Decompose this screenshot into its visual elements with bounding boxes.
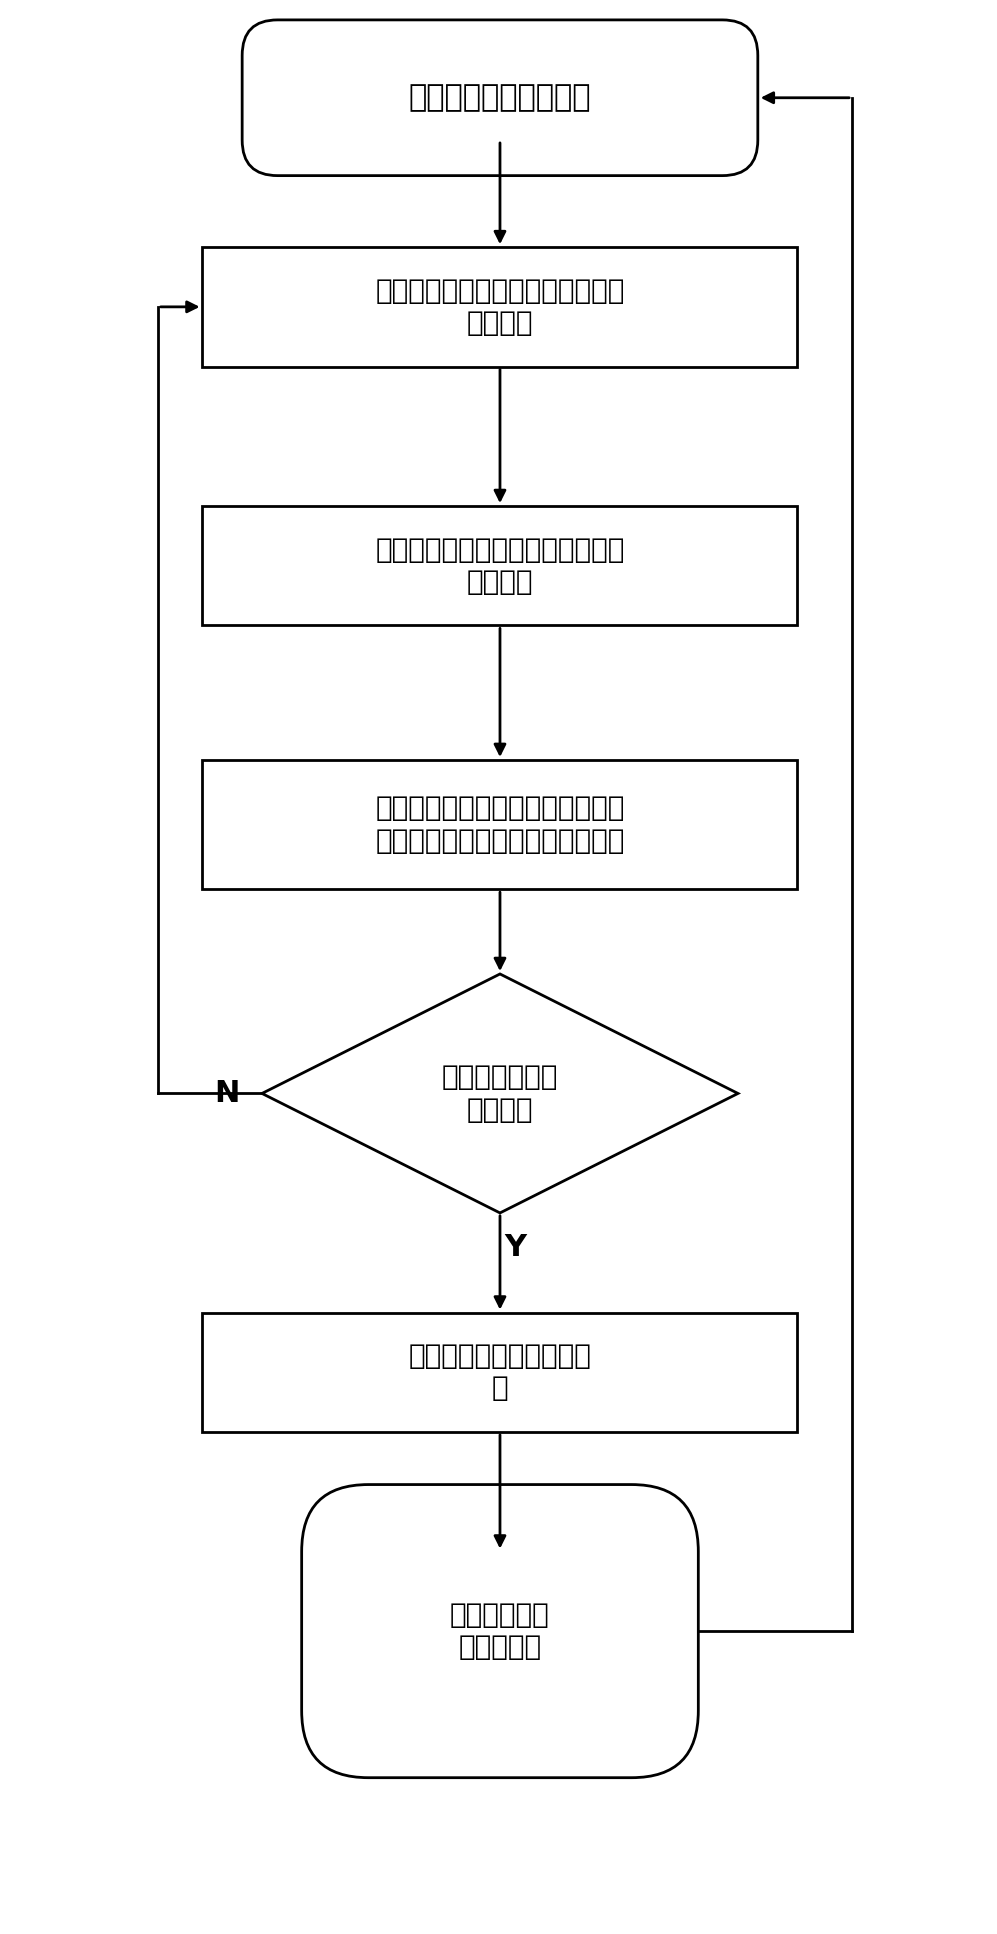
Bar [202,760,798,890]
Text: Y: Y [503,1234,525,1263]
Text: 迭代算法进行模型求解优化排档方
案并指泊船舶分组进闸顺序及泊号: 迭代算法进行模型求解优化排档方 案并指泊船舶分组进闸顺序及泊号 [375,795,625,855]
Text: 根据闸次计划及相关信息建立二次
排档模型: 根据闸次计划及相关信息建立二次 排档模型 [375,536,625,596]
Text: N: N [214,1079,240,1108]
FancyBboxPatch shape [302,1485,698,1777]
Text: 按照指定时间、顺序和泊位号在靠
船墩待闸: 按照指定时间、顺序和泊位号在靠 船墩待闸 [375,277,625,337]
FancyBboxPatch shape [242,19,758,176]
Bar [202,507,798,625]
Text: 下一闸次靠船
墩循环待闸: 下一闸次靠船 墩循环待闸 [450,1601,550,1661]
Bar [202,248,798,367]
Text: 是否达到要求的
调度指标: 是否达到要求的 调度指标 [442,1064,558,1124]
Text: 预排档的调度排档方案: 预排档的调度排档方案 [409,83,591,112]
Text: 按照排档方案分组移泊过
闸: 按照排档方案分组移泊过 闸 [409,1342,591,1402]
Polygon shape [262,975,738,1213]
Bar [202,1313,798,1431]
